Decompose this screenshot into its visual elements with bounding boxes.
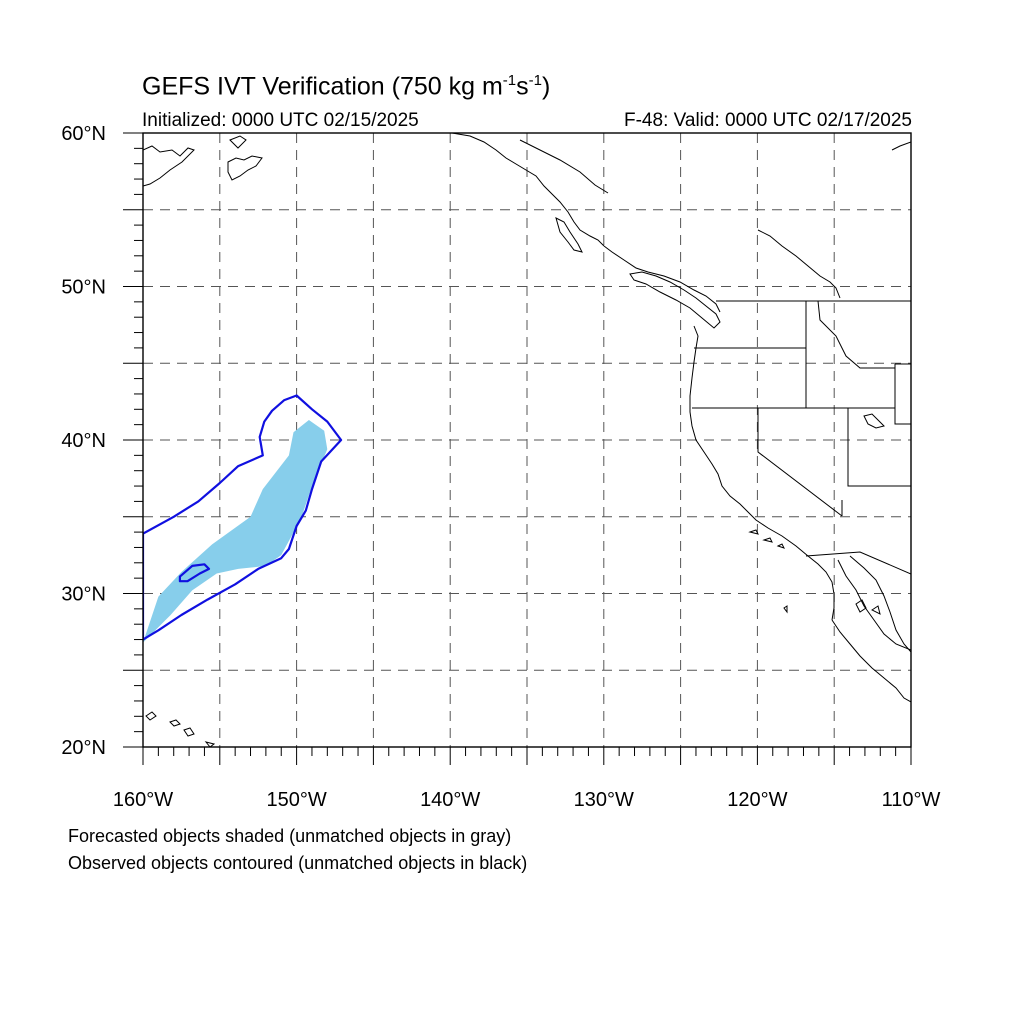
grid-lines <box>143 133 911 747</box>
gulf-alaska-coast <box>229 133 605 247</box>
title-exponent-1: -1 <box>502 72 517 89</box>
lat-label: 40°N <box>61 430 106 452</box>
longitude-labels: 160°W 150°W 140°W 130°W 120°W 110°W <box>113 789 941 811</box>
hawaiian-islands <box>145 711 216 747</box>
valid-time: F-48: Valid: 0000 UTC 02/17/2025 <box>624 110 912 131</box>
lat-label: 50°N <box>61 277 106 299</box>
lat-label: 60°N <box>61 123 106 145</box>
observed-object-contour <box>143 394 343 641</box>
channel-islands <box>748 529 788 614</box>
alaska-bc-border <box>519 139 609 194</box>
title-end: ) <box>541 72 551 101</box>
forecast-object-shading <box>143 420 328 643</box>
lon-label: 130°W <box>574 789 634 811</box>
title-mid: s <box>516 72 529 101</box>
lon-label: 150°W <box>266 789 326 811</box>
lat-label: 30°N <box>61 584 106 606</box>
observed-object-contour <box>178 563 211 583</box>
northern-rockies-coast <box>757 229 841 299</box>
title-main: GEFS IVT Verification (750 kg m <box>142 72 503 101</box>
lat-label: 20°N <box>61 737 106 759</box>
chart-title: GEFS IVT Verification (750 kg m-1s-1) <box>142 72 550 101</box>
haida-gwaii <box>555 217 583 253</box>
vancouver-island <box>629 271 721 329</box>
lon-label: 110°W <box>882 789 941 811</box>
observed-objects <box>143 394 343 641</box>
lon-label: 140°W <box>420 789 480 811</box>
gulf-california-islands <box>855 599 881 615</box>
latitude-labels: 20°N 30°N 40°N 50°N 60°N <box>61 123 106 759</box>
kodiak-islands <box>227 155 263 181</box>
great-salt-lake <box>863 413 885 429</box>
ne-corner-coast <box>891 141 911 151</box>
lon-label: 120°W <box>727 789 787 811</box>
observed-note: Observed objects contoured (unmatched ob… <box>68 853 528 873</box>
forecast-note: Forecasted objects shaded (unmatched obj… <box>68 826 512 846</box>
lon-label: 160°W <box>113 789 173 811</box>
title-exponent-2: -1 <box>528 72 542 89</box>
initialized-time: Initialized: 0000 UTC 02/15/2025 <box>142 110 419 131</box>
bc-mainland-coast <box>603 245 721 313</box>
us-state-borders <box>692 300 911 575</box>
mexico-mainland-coast <box>849 555 911 653</box>
coastlines-and-borders <box>143 133 911 747</box>
baja-california <box>831 559 911 703</box>
axis-ticks <box>123 132 912 765</box>
alaska-peninsula-coast <box>143 145 195 187</box>
us-west-coast <box>689 325 835 621</box>
